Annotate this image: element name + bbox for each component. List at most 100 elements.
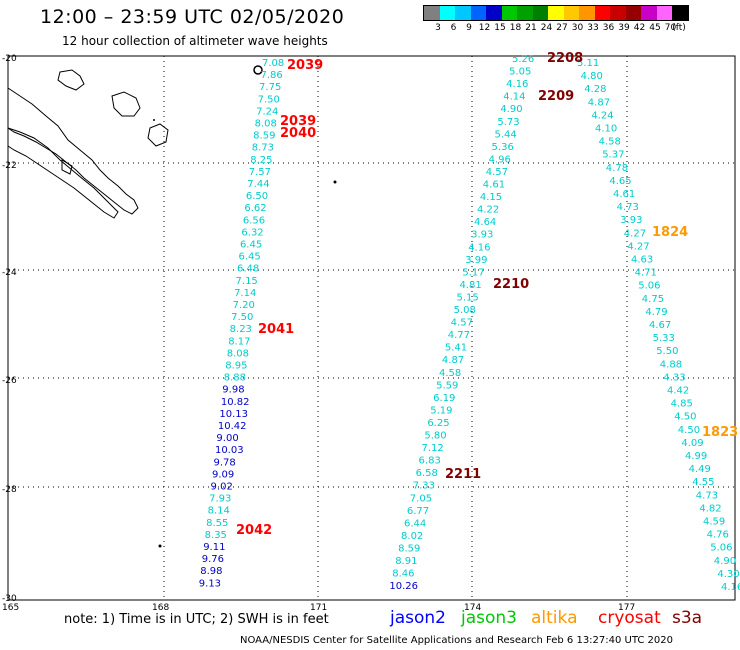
legend-swatch [610,6,626,20]
swh-value: 5.36 [492,142,514,153]
lat-label: -30 [2,594,17,604]
footer-credit: NOAA/NESDIS Center for Satellite Applica… [240,635,673,646]
pass-time-label: 2041 [258,322,294,337]
swh-value: 6.77 [407,506,429,517]
swh-value: 8.73 [252,143,274,154]
swh-value: 5.41 [445,343,467,354]
swh-value: 3.99 [465,255,487,266]
pass-time-label: 2042 [236,523,272,538]
pass-time-label: 2039 [280,114,316,129]
swh-value: 10.03 [215,445,244,456]
chart-title: 12:00 – 23:59 UTC 02/05/2020 [40,6,345,28]
swh-value: 4.24 [591,110,613,121]
legend-label: 24 [540,23,553,33]
swh-value: 4.22 [477,205,499,216]
swh-value: 8.98 [200,566,222,577]
swh-value: 9.13 [199,578,221,589]
swh-value: 9.00 [216,433,238,444]
swh-value: 4.88 [660,359,682,370]
swh-value: 5.44 [494,129,516,140]
legend-label: 45 [649,23,661,33]
swh-value: 8.08 [255,119,277,130]
legend-swatch [563,6,579,20]
swh-value: 4.76 [707,530,729,541]
swh-value: 7.08 [262,58,284,69]
swh-value: 4.27 [627,241,649,252]
swh-value: 3.93 [471,230,493,241]
swh-value: 8.88 [224,373,246,384]
legend-label: (ft) [672,23,686,33]
swh-value: 4.15 [480,192,502,203]
swh-value: 7.05 [410,493,432,504]
island-dot [158,544,162,548]
satellite-cryosat: cryosat [598,608,661,628]
lat-label: -24 [2,268,17,278]
swh-value: 4.57 [486,167,508,178]
pass-time-label: 2210 [493,277,529,292]
swh-value: 6.19 [433,393,455,404]
swh-value: 4.87 [442,355,464,366]
legend-swatch [517,6,533,20]
swh-value: 4.50 [674,412,696,423]
swh-value: 4.30 [717,569,739,580]
swh-value: 4.90 [500,104,522,115]
swh-value: 3.93 [620,215,642,226]
swh-value: 5.26 [512,54,534,65]
swh-value: 7.44 [247,179,269,190]
swh-value: 5.06 [638,281,660,292]
swh-value: 10.26 [389,581,418,592]
swh-value: 7.24 [256,106,278,117]
swh-value: 4.82 [699,503,721,514]
legend-label: 3 [435,23,441,33]
swh-value: 5.11 [577,58,599,69]
swh-value: 7.50 [231,312,253,323]
swh-value: 4.87 [588,97,610,108]
legend-label: 39 [618,23,630,33]
lon-label: 165 [2,603,19,613]
legend-label: 6 [450,23,457,33]
swh-value: 10.82 [221,397,250,408]
swh-value: 7.75 [259,82,281,93]
swh-value: 4.57 [451,318,473,329]
swh-value: 5.33 [653,333,675,344]
swh-value: 6.58 [416,468,438,479]
swh-value: 4.71 [635,268,657,279]
island-outline [147,123,169,147]
island-dot [253,65,263,75]
swh-value: 4.58 [599,137,621,148]
swh-value: 5.06 [710,543,732,554]
swh-value: 4.99 [685,451,707,462]
swh-value: 4.10 [595,124,617,135]
swh-value: 4.77 [448,330,470,341]
swh-value: 4.58 [439,368,461,379]
lon-label: 177 [618,603,635,613]
swh-value: 4.73 [617,202,639,213]
swh-value: 4.85 [671,399,693,410]
swh-value: 6.56 [243,215,265,226]
swh-value: 4.16 [506,79,528,90]
swh-value: 6.50 [246,191,268,202]
swh-value: 4.90 [714,556,736,567]
swh-value: 4.33 [663,372,685,383]
island-dot [153,119,155,121]
swh-value: 4.16 [721,582,740,593]
swh-value: 4.75 [642,294,664,305]
swh-value: 8.23 [230,324,252,335]
swh-value: 5.59 [436,380,458,391]
chart-subtitle: 12 hour collection of altimeter wave hei… [62,34,328,48]
pass-time-label: 2040 [280,126,316,141]
legend-swatches [423,5,689,21]
island-outline [61,159,73,175]
swh-value: 8.14 [208,506,230,517]
legend-swatch [501,6,517,20]
lat-label: -20 [2,54,17,64]
pass-time-label: 2039 [287,58,323,73]
swh-value: 7.86 [261,70,283,81]
swh-value: 4.27 [624,228,646,239]
swh-value: 6.62 [244,203,266,214]
legend-swatch [439,6,455,20]
legend-swatch [548,6,564,20]
swh-value: 6.45 [240,240,262,251]
pass-time-label: 1823 [702,425,738,440]
legend-swatch [625,6,641,20]
